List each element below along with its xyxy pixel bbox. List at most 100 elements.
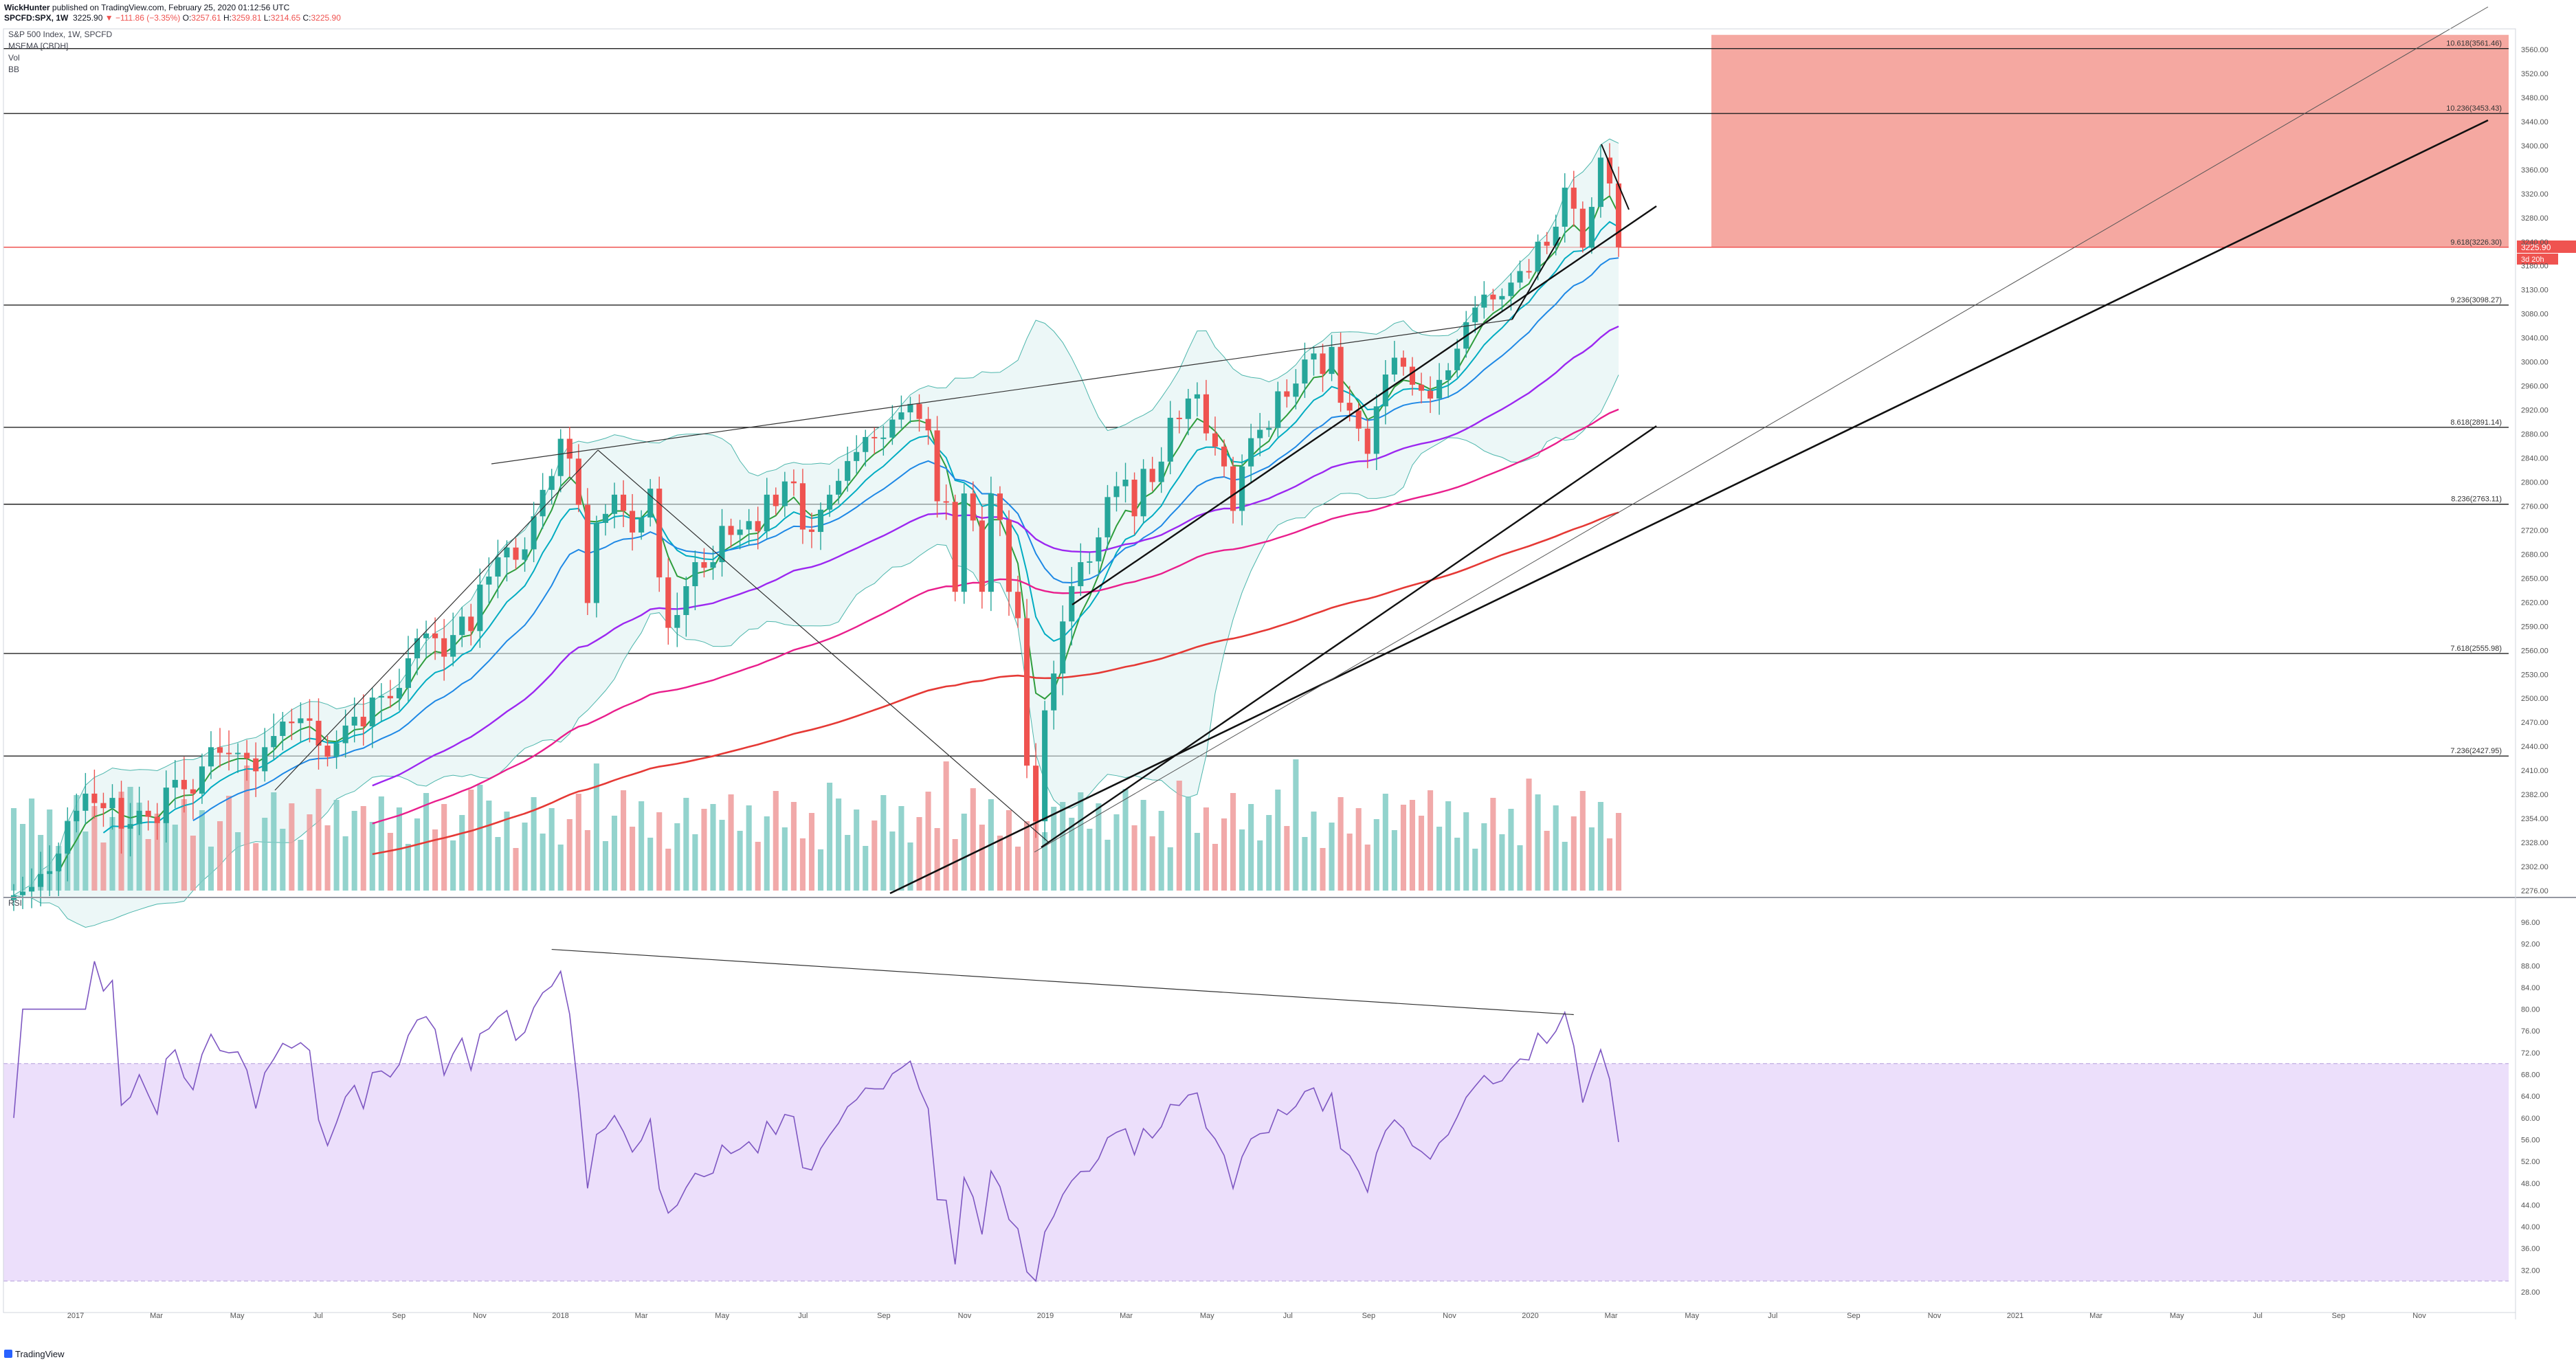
- volume-bar: [495, 837, 501, 891]
- price-tick-label: 2800.00: [2521, 478, 2549, 487]
- volume-bar: [889, 831, 896, 891]
- volume-bar: [1472, 849, 1478, 891]
- price-tick-label: 2880.00: [2521, 431, 2549, 439]
- candle-body: [719, 526, 725, 563]
- legend-msema[interactable]: MSEMA [CBDH]: [8, 41, 68, 51]
- author-name[interactable]: WickHunter: [4, 3, 50, 12]
- volume-bar: [611, 816, 618, 891]
- volume-bar: [1266, 815, 1272, 891]
- volume-bar: [208, 847, 214, 891]
- candle-body: [20, 891, 26, 895]
- legend-vol[interactable]: Vol: [8, 53, 20, 63]
- candle-body: [1176, 417, 1182, 419]
- volume-bar: [1167, 847, 1173, 891]
- candle-body: [1060, 621, 1066, 674]
- target-zone: [1711, 34, 2509, 247]
- legend-rsi[interactable]: RSI: [8, 898, 22, 908]
- volume-bar: [1526, 779, 1532, 891]
- legend-title[interactable]: S&P 500 Index, 1W, SPCFD: [8, 30, 113, 39]
- volume-bar: [620, 790, 627, 891]
- price-pane[interactable]: 10.618(3561.46) 10.236(3453.43) 9.618(3226…: [3, 6, 2509, 928]
- volume-bar: [1248, 804, 1254, 891]
- volume-bar: [378, 796, 384, 891]
- volume-bar: [432, 829, 438, 891]
- decline-line: [597, 449, 1049, 842]
- volume-bar: [907, 842, 913, 891]
- volume-bar: [692, 834, 698, 891]
- price-tick-label: 3560.00: [2521, 46, 2549, 54]
- candle-body: [1248, 438, 1254, 467]
- rsi-tick-label: 60.00: [2521, 1115, 2540, 1123]
- candle-body: [1526, 271, 1532, 273]
- volume-bar: [1257, 840, 1263, 891]
- volume-bar: [639, 801, 645, 891]
- rsi-pane[interactable]: [3, 948, 2509, 1282]
- candle-body: [764, 494, 770, 532]
- volume-bar: [29, 799, 35, 891]
- candle-body: [683, 586, 689, 615]
- candle-body: [1051, 673, 1057, 711]
- volume-bar: [1579, 791, 1586, 891]
- axes: 3225.90 3d 20h 3560.00 3520.00 3480.00 3440.0…: [3, 28, 2576, 1320]
- volume-bar: [1113, 814, 1120, 891]
- volume-bar: [1329, 823, 1335, 891]
- volume-bar: [755, 842, 761, 891]
- candle-body: [459, 616, 465, 636]
- volume-bar: [1096, 803, 1102, 891]
- time-tick-label: Nov: [1443, 1312, 1456, 1320]
- candle-body: [1499, 295, 1505, 300]
- price-tick-label: 3360.00: [2521, 166, 2549, 175]
- candle-body: [1230, 466, 1236, 511]
- volume-bar: [1185, 796, 1191, 891]
- legend-bb[interactable]: BB: [8, 65, 19, 74]
- volume-bar: [880, 795, 887, 891]
- candle-body: [154, 816, 160, 823]
- ema-10-line: [102, 221, 1619, 834]
- volume-bar: [827, 783, 833, 891]
- rsi-divergence-line: [551, 948, 1574, 1016]
- volume-bar: [1517, 845, 1523, 891]
- volume-bar: [1615, 813, 1622, 891]
- candle-body: [1535, 241, 1541, 272]
- price-tick-label: 2410.00: [2521, 767, 2549, 775]
- candle-body: [970, 493, 976, 521]
- candle-body: [799, 483, 806, 530]
- price-tick-label: 3080.00: [2521, 311, 2549, 319]
- candle-body: [477, 584, 483, 632]
- candle-body: [307, 718, 313, 721]
- price-tick-label: 3040.00: [2521, 335, 2549, 343]
- candle-body: [781, 481, 788, 506]
- candle-body: [1373, 406, 1379, 454]
- ema-50-line: [372, 325, 1619, 787]
- volume-bar: [817, 849, 824, 891]
- candle-body: [548, 476, 555, 490]
- volume-bar: [1436, 827, 1443, 891]
- candle-body: [1320, 353, 1326, 375]
- volume-bar: [665, 849, 671, 891]
- candle-body: [1544, 241, 1550, 246]
- fib-label: 10.236(3453.43): [2446, 104, 2502, 113]
- rsi-tick-label: 48.00: [2521, 1180, 2540, 1188]
- volume-bar: [1588, 827, 1595, 891]
- volume-bar: [280, 829, 286, 891]
- candle-body: [1409, 366, 1416, 385]
- volume-bar: [468, 790, 474, 891]
- volume-bar: [1535, 794, 1541, 891]
- candle-body: [1104, 497, 1111, 537]
- candle-body: [1203, 394, 1209, 434]
- volume-bar: [1078, 792, 1084, 891]
- candle-body: [871, 436, 878, 438]
- time-tick-label: Jul: [2253, 1312, 2263, 1320]
- volume-bar: [298, 840, 304, 891]
- candle-body: [423, 633, 430, 638]
- price-tick-label: 2302.00: [2521, 863, 2549, 871]
- candle-body: [369, 697, 375, 727]
- last-price-value: 3225.90: [2521, 243, 2551, 252]
- volume-bar: [979, 825, 985, 891]
- candle-body: [280, 722, 286, 737]
- time-tick-label: Jul: [313, 1312, 323, 1320]
- candle-body: [432, 633, 438, 638]
- volume-bar: [1337, 797, 1344, 891]
- volume-bar: [925, 792, 931, 891]
